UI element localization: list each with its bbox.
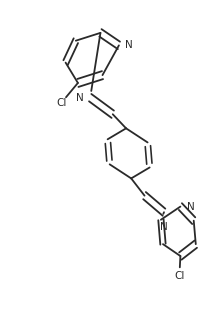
Text: Cl: Cl — [173, 271, 184, 281]
Text: Cl: Cl — [56, 98, 66, 108]
Text: N: N — [186, 202, 193, 212]
Text: N: N — [124, 40, 132, 50]
Text: N: N — [159, 222, 167, 232]
Text: N: N — [75, 93, 83, 103]
